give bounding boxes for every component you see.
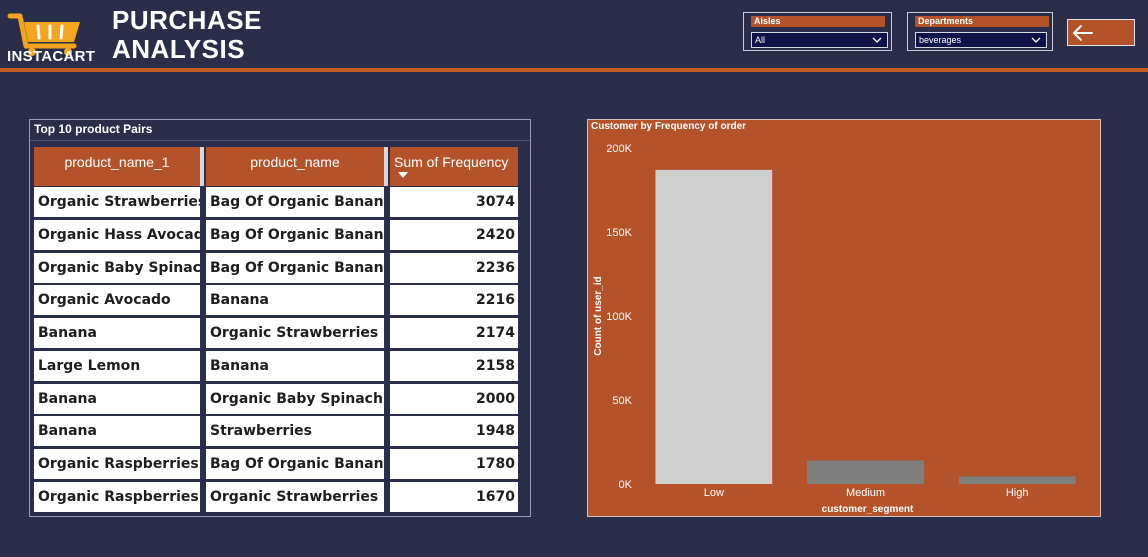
departments-slicer-label: Departments xyxy=(915,16,1049,27)
frequency-chart-card[interactable]: Customer by Frequency of order 0K 50K 100K… xyxy=(587,119,1101,517)
aisles-slicer[interactable]: Aisles All xyxy=(743,12,892,51)
cell-product-name-1: Banana xyxy=(34,384,200,414)
column-resize-handle[interactable] xyxy=(200,147,204,186)
cell-product-name: Bag Of Organic Bananas xyxy=(206,220,384,250)
cell-product-name-1: Organic Hass Avocado xyxy=(34,220,200,250)
chevron-down-icon xyxy=(872,37,882,43)
cell-sum-of-frequency: 1780 xyxy=(390,449,518,479)
cell-product-name: Banana xyxy=(206,351,384,381)
departments-dropdown[interactable]: beverages xyxy=(915,32,1047,48)
cell-sum-of-frequency: 1670 xyxy=(390,482,518,512)
top-product-pairs-table[interactable]: Top 10 product Pairs product_name_1 prod… xyxy=(29,119,531,517)
column-resize-handle[interactable] xyxy=(384,147,388,186)
cell-product-name: Banana xyxy=(206,285,384,315)
cell-product-name-1: Organic Avocado xyxy=(34,285,200,315)
cell-product-name: Organic Strawberries xyxy=(206,482,384,512)
cell-product-name-1: Organic Strawberries xyxy=(34,187,200,217)
x-tick-label: High xyxy=(1006,487,1029,499)
column-header-product-name-1[interactable]: product_name_1 xyxy=(34,147,200,186)
cell-sum-of-frequency: 2174 xyxy=(390,318,518,348)
arrow-left-icon xyxy=(1073,25,1093,41)
column-header-sum-of-frequency[interactable]: Sum of Frequency xyxy=(390,147,518,186)
bar-medium[interactable] xyxy=(807,460,924,484)
cell-sum-of-frequency: 1948 xyxy=(390,416,518,446)
cell-product-name-1: Banana xyxy=(34,318,200,348)
y-axis-label: Count of user_id xyxy=(593,276,604,355)
bar-low[interactable] xyxy=(655,169,773,484)
y-tick-label: 100K xyxy=(606,311,632,323)
x-tick-label: Low xyxy=(704,487,724,499)
departments-slicer[interactable]: Departments beverages xyxy=(907,12,1053,51)
aisles-dropdown[interactable]: All xyxy=(751,32,888,48)
header-bar: INSTACART PURCHASE ANALYSIS Aisles All D… xyxy=(0,0,1148,68)
page-title-line2: ANALYSIS xyxy=(112,34,246,64)
cell-product-name: Bag Of Organic Bananas xyxy=(206,187,384,217)
cell-sum-of-frequency: 2420 xyxy=(390,220,518,250)
cell-product-name-1: Banana xyxy=(34,416,200,446)
chart-title: Customer by Frequency of order xyxy=(591,121,747,132)
cell-sum-of-frequency: 2216 xyxy=(390,285,518,315)
cell-product-name: Organic Strawberries xyxy=(206,318,384,348)
column-header-product-name[interactable]: product_name xyxy=(206,147,384,186)
page-title: PURCHASE ANALYSIS xyxy=(112,6,262,64)
chevron-down-icon xyxy=(1031,37,1041,43)
aisles-dropdown-value: All xyxy=(755,35,766,45)
cell-sum-of-frequency: 3074 xyxy=(390,187,518,217)
page-title-line1: PURCHASE xyxy=(112,5,262,35)
cell-product-name: Bag Of Organic Bananas xyxy=(206,449,384,479)
x-tick-label: Medium xyxy=(846,487,885,499)
cell-product-name: Strawberries xyxy=(206,416,384,446)
table-title: Top 10 product Pairs xyxy=(34,122,153,136)
cell-product-name: Organic Baby Spinach xyxy=(206,384,384,414)
cell-sum-of-frequency: 2236 xyxy=(390,253,518,283)
cell-product-name-1: Large Lemon xyxy=(34,351,200,381)
logo-text: INSTACART xyxy=(7,48,96,65)
cell-product-name-1: Organic Raspberries xyxy=(34,449,200,479)
sort-descending-icon xyxy=(398,172,408,178)
aisles-slicer-label: Aisles xyxy=(751,16,885,27)
y-tick-label: 50K xyxy=(612,395,632,407)
cell-product-name-1: Organic Raspberries xyxy=(34,482,200,512)
table-title-divider xyxy=(30,140,530,141)
cell-sum-of-frequency: 2158 xyxy=(390,351,518,381)
y-tick-label: 200K xyxy=(606,143,632,155)
bar-high[interactable] xyxy=(958,476,1076,484)
back-button[interactable] xyxy=(1067,19,1135,46)
cell-product-name-1: Organic Baby Spinach xyxy=(34,253,200,283)
column-header-sum-of-frequency-label: Sum of Frequency xyxy=(394,154,509,170)
shopping-cart-icon xyxy=(7,13,80,56)
departments-dropdown-value: beverages xyxy=(919,35,962,45)
cell-product-name: Bag Of Organic Bananas xyxy=(206,253,384,283)
cell-sum-of-frequency: 2000 xyxy=(390,384,518,414)
x-axis-label: customer_segment xyxy=(822,504,914,515)
customer-frequency-bar-chart: 0K 50K 100K 150K 200K Low Medium High customer_s… xyxy=(593,143,1076,515)
y-tick-label: 150K xyxy=(606,227,632,239)
header-divider xyxy=(0,68,1148,72)
y-tick-label: 0K xyxy=(619,479,633,491)
